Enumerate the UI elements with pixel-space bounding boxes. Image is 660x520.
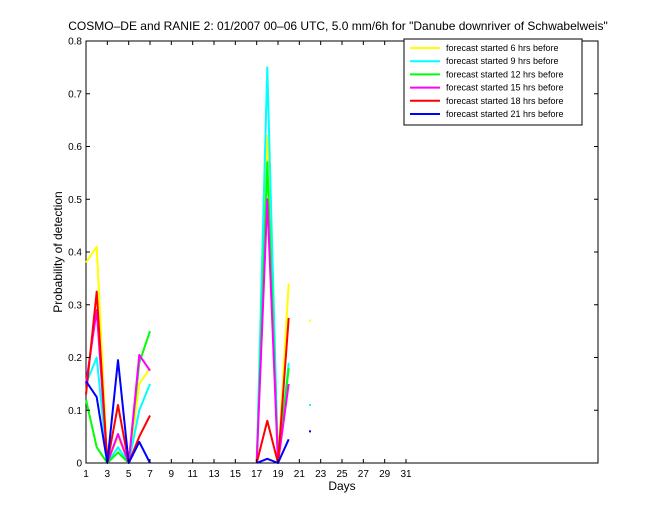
series-line — [85, 356, 151, 464]
x-tick-label: 7 — [147, 469, 153, 480]
x-tick-label: 1 — [83, 469, 89, 480]
legend-box — [403, 38, 583, 126]
x-tick-label: 23 — [315, 469, 327, 480]
legend-item: forecast started 9 hrs before — [410, 56, 559, 66]
y-axis: 0 0.1 0.2 0.3 0.4 0.5 0.6 0.7 0.8 — [68, 37, 598, 470]
legend-label: forecast started 6 hrs before — [446, 43, 559, 53]
y-tick-label: 0.1 — [68, 406, 82, 417]
x-axis-label: Days — [328, 479, 355, 493]
y-tick-label: 0.8 — [68, 37, 82, 48]
x-tick-label: 3 — [105, 469, 111, 480]
y-tick-label: 0.3 — [68, 300, 82, 311]
y-tick-label: 0.6 — [68, 142, 82, 153]
legend-label: forecast started 21 hrs before — [446, 109, 564, 119]
x-tick-label: 13 — [208, 469, 220, 480]
x-tick-label: 27 — [358, 469, 370, 480]
x-tick-label: 25 — [336, 469, 348, 480]
legend-item: forecast started 18 hrs before — [410, 96, 564, 106]
series-6 — [85, 359, 311, 464]
x-tick-label: 29 — [379, 469, 391, 480]
y-tick-label: 0 — [76, 459, 82, 470]
series-line — [256, 438, 290, 464]
legend: forecast started 6 hrs before forecast st… — [403, 38, 583, 126]
x-tick-label: 15 — [230, 469, 242, 480]
legend-label: forecast started 15 hrs before — [446, 83, 564, 93]
legend-item: forecast started 6 hrs before — [410, 43, 559, 53]
y-tick-label: 0.4 — [68, 248, 82, 259]
series-line — [85, 359, 151, 464]
x-tick-label: 11 — [187, 469, 198, 480]
x-tick-label: 9 — [169, 469, 175, 480]
legend-label: forecast started 18 hrs before — [446, 96, 564, 106]
chart-title: COSMO–DE and RANIE 2: 01/2007 00–06 UTC,… — [68, 19, 607, 33]
x-tick-label: 21 — [294, 469, 306, 480]
y-tick-label: 0.2 — [68, 353, 82, 364]
series-line — [85, 290, 151, 464]
y-tick-label: 0.7 — [68, 89, 82, 100]
series-line — [85, 309, 151, 464]
series-5 — [85, 290, 290, 464]
legend-item: forecast started 12 hrs before — [410, 69, 564, 79]
x-tick-label: 17 — [251, 469, 263, 480]
legend-item: forecast started 15 hrs before — [410, 83, 564, 93]
x-axis: 1 3 5 7 9 11 13 15 17 19 21 23 25 27 29 31 — [83, 41, 412, 480]
series-layer — [85, 66, 311, 464]
y-axis-label: Probability of detection — [51, 191, 65, 312]
series-4 — [85, 198, 290, 464]
series-line — [255, 317, 290, 464]
y-tick-label: 0.5 — [68, 195, 82, 206]
legend-label: forecast started 12 hrs before — [446, 69, 564, 79]
x-tick-label: 31 — [400, 469, 412, 480]
legend-label: forecast started 9 hrs before — [446, 56, 559, 66]
x-tick-label: 5 — [126, 469, 132, 480]
x-tick-label: 19 — [272, 469, 284, 480]
series-line — [255, 198, 290, 464]
legend-item: forecast started 21 hrs before — [410, 109, 564, 119]
